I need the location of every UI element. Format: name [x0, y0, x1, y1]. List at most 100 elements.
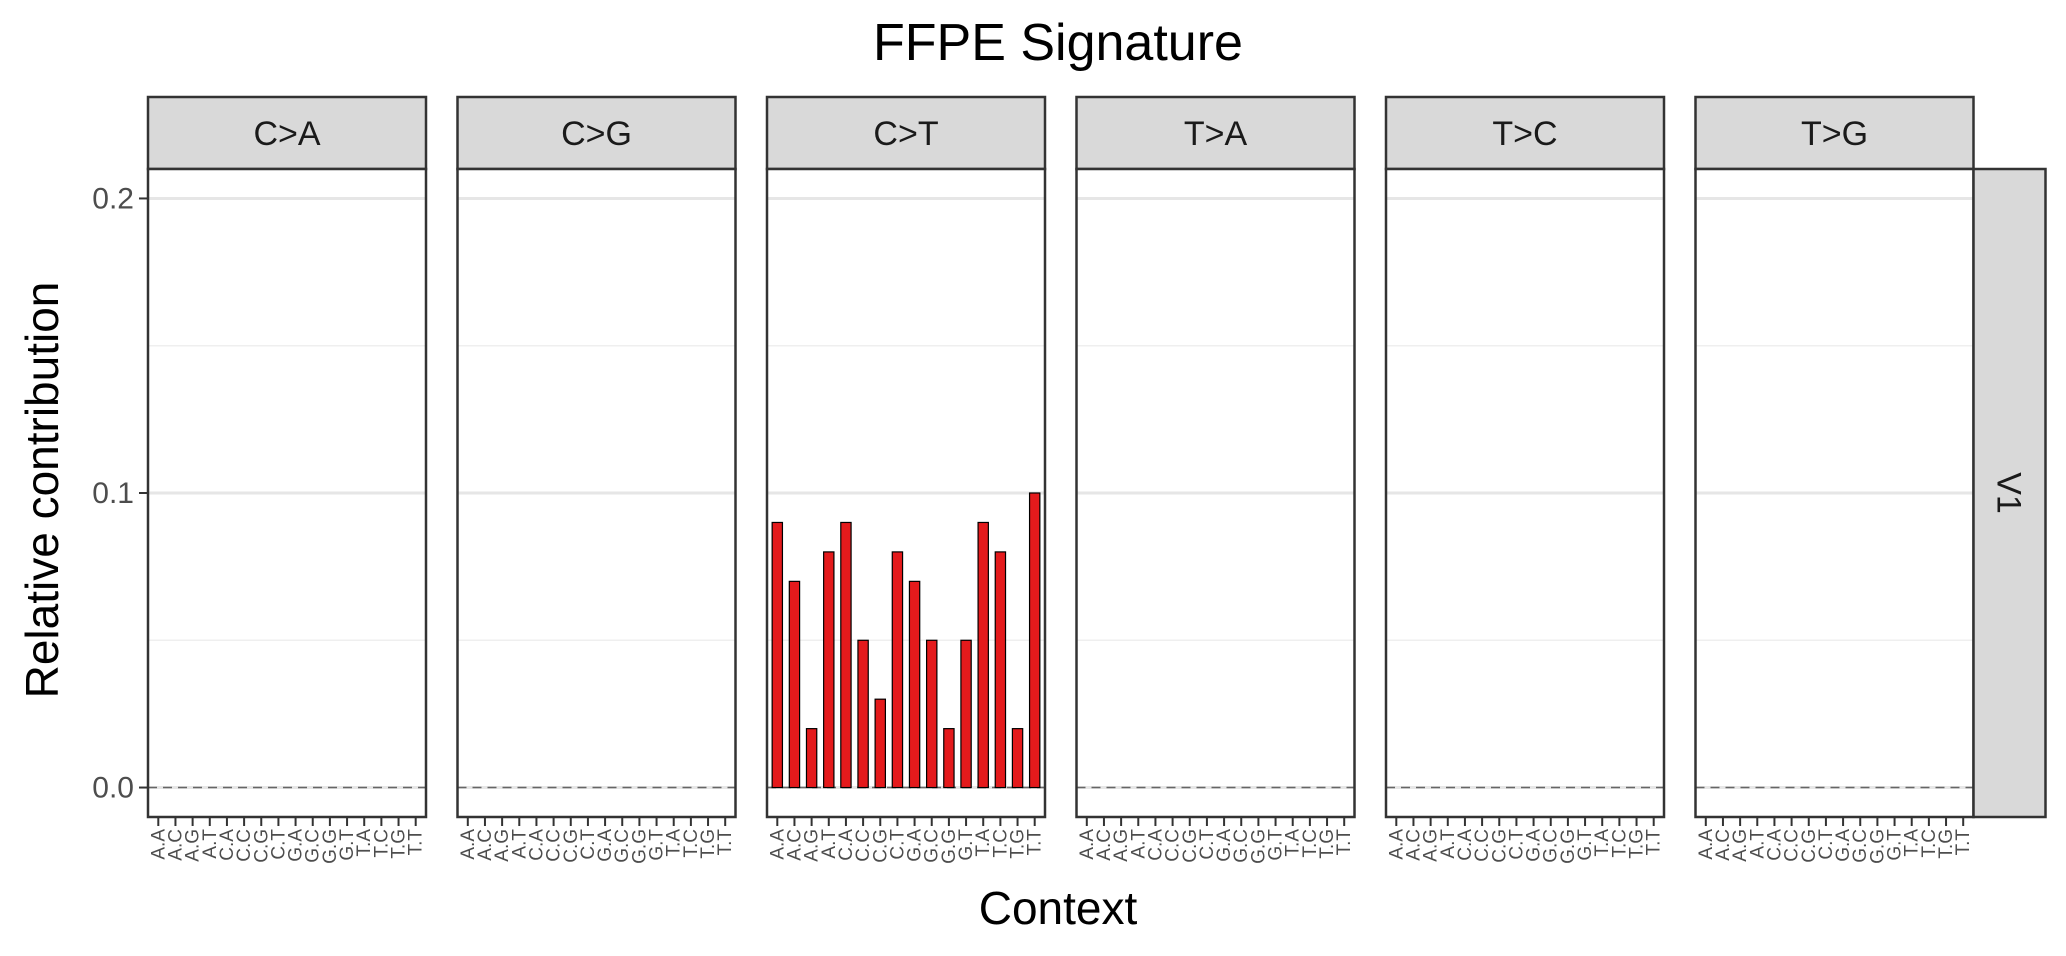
x-tick-label: C.A — [1145, 829, 1166, 861]
facet-panel: T>GA.AA.CA.GA.TC.AC.CC.GC.TG.AG.CG.GG.TT… — [1694, 95, 1975, 864]
bar — [891, 551, 904, 789]
facet-panel: C>TA.AA.CA.GA.TC.AC.CC.GC.TG.AG.CG.GG.TT… — [765, 95, 1047, 864]
x-tick-label: A.T — [819, 829, 840, 859]
x-tick-label: C.G — [561, 829, 582, 863]
bar — [943, 728, 955, 789]
bar — [857, 639, 869, 789]
facet-strip — [1694, 95, 1975, 171]
panel-border — [146, 167, 428, 819]
x-tick-label: T.A — [1592, 829, 1613, 857]
x-tick-label: T.G — [1936, 829, 1957, 859]
x-tick-label: C.C — [853, 829, 874, 862]
x-tick-label: T.T — [406, 829, 427, 856]
x-tick-label: G.T — [1575, 829, 1596, 861]
x-tick-label: A.C — [165, 829, 186, 861]
x-tick-label: T.A — [973, 829, 994, 857]
x-axis-title: Context — [979, 882, 1138, 934]
x-tick-label: C.C — [544, 829, 565, 862]
x-tick-label: T.C — [1609, 829, 1630, 858]
x-tick-label: T.G — [1317, 829, 1338, 859]
x-tick-label: A.A — [767, 829, 788, 860]
x-tick-label: G.T — [1885, 829, 1906, 861]
facet-strip-label: T>A — [1184, 115, 1248, 153]
x-tick-label: C.G — [1799, 829, 1820, 863]
row-strip: V1 — [1972, 167, 2047, 819]
x-tick-label: A.A — [148, 829, 169, 860]
facet-strip — [146, 95, 428, 171]
x-tick-label: T.C — [1300, 829, 1321, 858]
facet-panel: T>CA.AA.CA.GA.TC.AC.CC.GC.TG.AG.CG.GG.TT… — [1384, 95, 1666, 864]
x-tick-label: A.C — [784, 829, 805, 861]
x-tick-label: C.G — [1489, 829, 1510, 863]
facet-strip — [1384, 95, 1666, 171]
x-tick-label: A.G — [1421, 829, 1442, 862]
x-tick-label: T.T — [1025, 829, 1046, 856]
x-tick-label: T.C — [1919, 829, 1940, 858]
x-tick-label: C.T — [1816, 829, 1837, 860]
x-tick-label: C.G — [251, 829, 272, 863]
bar — [805, 728, 818, 789]
facet-panel: C>AA.AA.CA.GA.TC.AC.CC.GC.TG.AG.CG.GG.TT… — [146, 95, 428, 864]
x-tick-label: G.G — [1248, 829, 1269, 864]
bar — [788, 580, 801, 789]
x-tick-label: C.T — [1197, 829, 1218, 860]
x-tick-label: G.A — [1214, 829, 1235, 862]
x-tick-label: C.A — [217, 829, 238, 861]
x-tick-label: G.C — [1541, 829, 1562, 863]
x-tick-label: C.T — [578, 829, 599, 860]
x-tick-label: C.G — [870, 829, 891, 863]
bar — [823, 551, 835, 789]
x-tick-label: G.C — [922, 829, 943, 863]
facet-panel: C>GA.AA.CA.GA.TC.AC.CC.GC.TG.AG.CG.GG.TT… — [456, 95, 737, 864]
x-tick-label: A.C — [1713, 829, 1734, 861]
x-tick-label: G.A — [595, 829, 616, 862]
x-tick-label: T.A — [664, 829, 685, 857]
panel-border — [456, 167, 737, 819]
x-tick-label: A.T — [1747, 829, 1768, 859]
x-tick-label: G.T — [337, 829, 358, 861]
x-tick-label: G.G — [320, 829, 341, 864]
x-tick-label: G.T — [1266, 829, 1287, 861]
bar — [960, 639, 972, 789]
x-tick-label: A.G — [492, 829, 513, 862]
x-tick-label: T.T — [1644, 829, 1665, 856]
bar — [874, 698, 887, 789]
x-tick-label: G.G — [939, 829, 960, 864]
x-tick-label: A.C — [1403, 829, 1424, 861]
facet-strip — [456, 95, 737, 171]
x-tick-label: T.A — [354, 829, 375, 857]
facet-strip-label: C>T — [873, 115, 938, 153]
x-tick-label: A.A — [1386, 829, 1407, 860]
x-tick-label: T.C — [990, 829, 1011, 858]
panel-border — [1384, 167, 1666, 819]
panel-border — [765, 167, 1047, 819]
x-tick-label: T.G — [1627, 829, 1648, 859]
x-tick-label: A.A — [458, 829, 479, 860]
x-tick-label: A.G — [1730, 829, 1751, 862]
x-tick-label: G.A — [286, 829, 307, 862]
x-tick-label: C.T — [887, 829, 908, 860]
x-tick-label: A.G — [183, 829, 204, 862]
x-tick-label: G.G — [1558, 829, 1579, 864]
y-tick-label: 0.0 — [92, 772, 134, 805]
x-tick-label: C.T — [268, 829, 289, 860]
facet-strip-label: T>G — [1801, 115, 1868, 153]
x-tick-label: A.C — [475, 829, 496, 861]
bar — [1028, 492, 1041, 789]
bar — [994, 551, 1007, 789]
x-tick-label: T.T — [1334, 829, 1355, 856]
x-tick-label: G.A — [1524, 829, 1545, 862]
x-tick-label: T.C — [371, 829, 392, 858]
x-tick-label: A.A — [1077, 829, 1098, 860]
facet-panels: C>AA.AA.CA.GA.TC.AC.CC.GC.TG.AG.CG.GG.TT… — [146, 95, 1975, 864]
x-tick-label: G.C — [1231, 829, 1252, 863]
row-strip-box — [1972, 167, 2047, 819]
x-tick-label: A.C — [1094, 829, 1115, 861]
y-tick-label: 0.1 — [92, 477, 134, 510]
y-axis-title: Relative contribution — [16, 282, 68, 699]
facet-strip-label: T>C — [1492, 115, 1557, 153]
bar — [977, 521, 989, 789]
facet-strip-label: C>A — [253, 115, 320, 153]
facet-strip — [765, 95, 1047, 171]
